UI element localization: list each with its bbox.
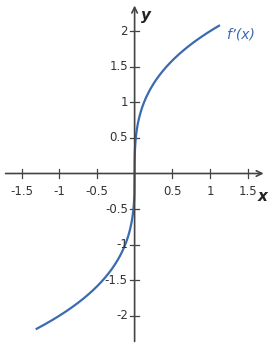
Text: -1.5: -1.5: [10, 185, 33, 198]
Text: x: x: [257, 189, 267, 204]
Text: -1: -1: [116, 238, 128, 251]
Text: -1: -1: [53, 185, 65, 198]
Text: -0.5: -0.5: [105, 203, 128, 215]
Text: 1.5: 1.5: [109, 60, 128, 73]
Text: 1.5: 1.5: [238, 185, 257, 198]
Text: 1: 1: [206, 185, 214, 198]
Text: 0.5: 0.5: [163, 185, 182, 198]
Text: -2: -2: [116, 309, 128, 322]
Text: 1: 1: [120, 96, 128, 109]
Text: f’(x): f’(x): [227, 28, 255, 42]
Text: y: y: [141, 8, 151, 23]
Text: 2: 2: [120, 25, 128, 38]
Text: -1.5: -1.5: [105, 274, 128, 287]
Text: 0.5: 0.5: [109, 132, 128, 144]
Text: -0.5: -0.5: [86, 185, 108, 198]
